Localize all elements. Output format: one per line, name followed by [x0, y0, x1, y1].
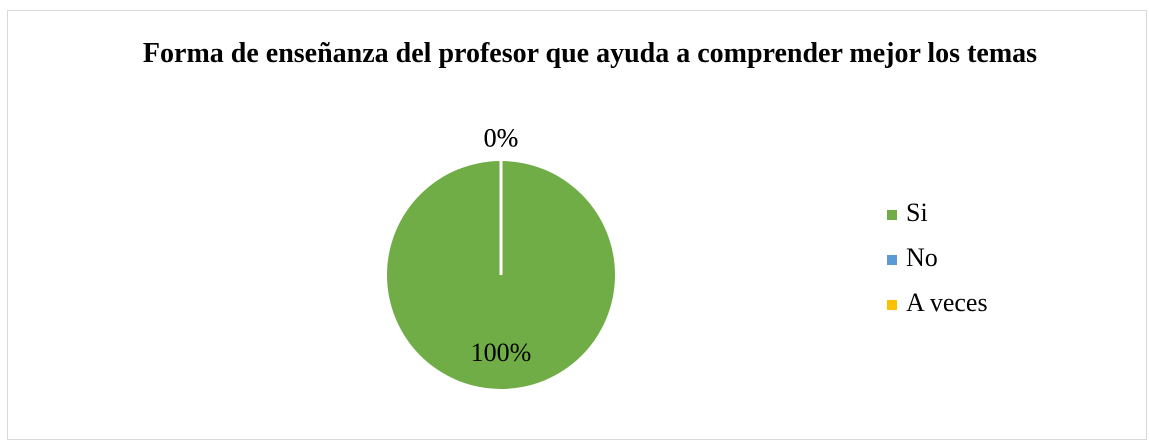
chart-title: Forma de enseñanza del profesor que ayud…	[142, 38, 1038, 69]
data-label: 0%	[484, 123, 519, 152]
data-label: 0%	[484, 123, 519, 152]
legend-label: A veces	[906, 288, 988, 317]
legend-label: Si	[906, 198, 928, 227]
data-label: 100%	[471, 338, 532, 367]
legend-swatch	[887, 255, 897, 265]
legend-swatch	[887, 210, 897, 220]
legend-label: No	[906, 243, 938, 272]
legend-swatch	[887, 300, 897, 310]
